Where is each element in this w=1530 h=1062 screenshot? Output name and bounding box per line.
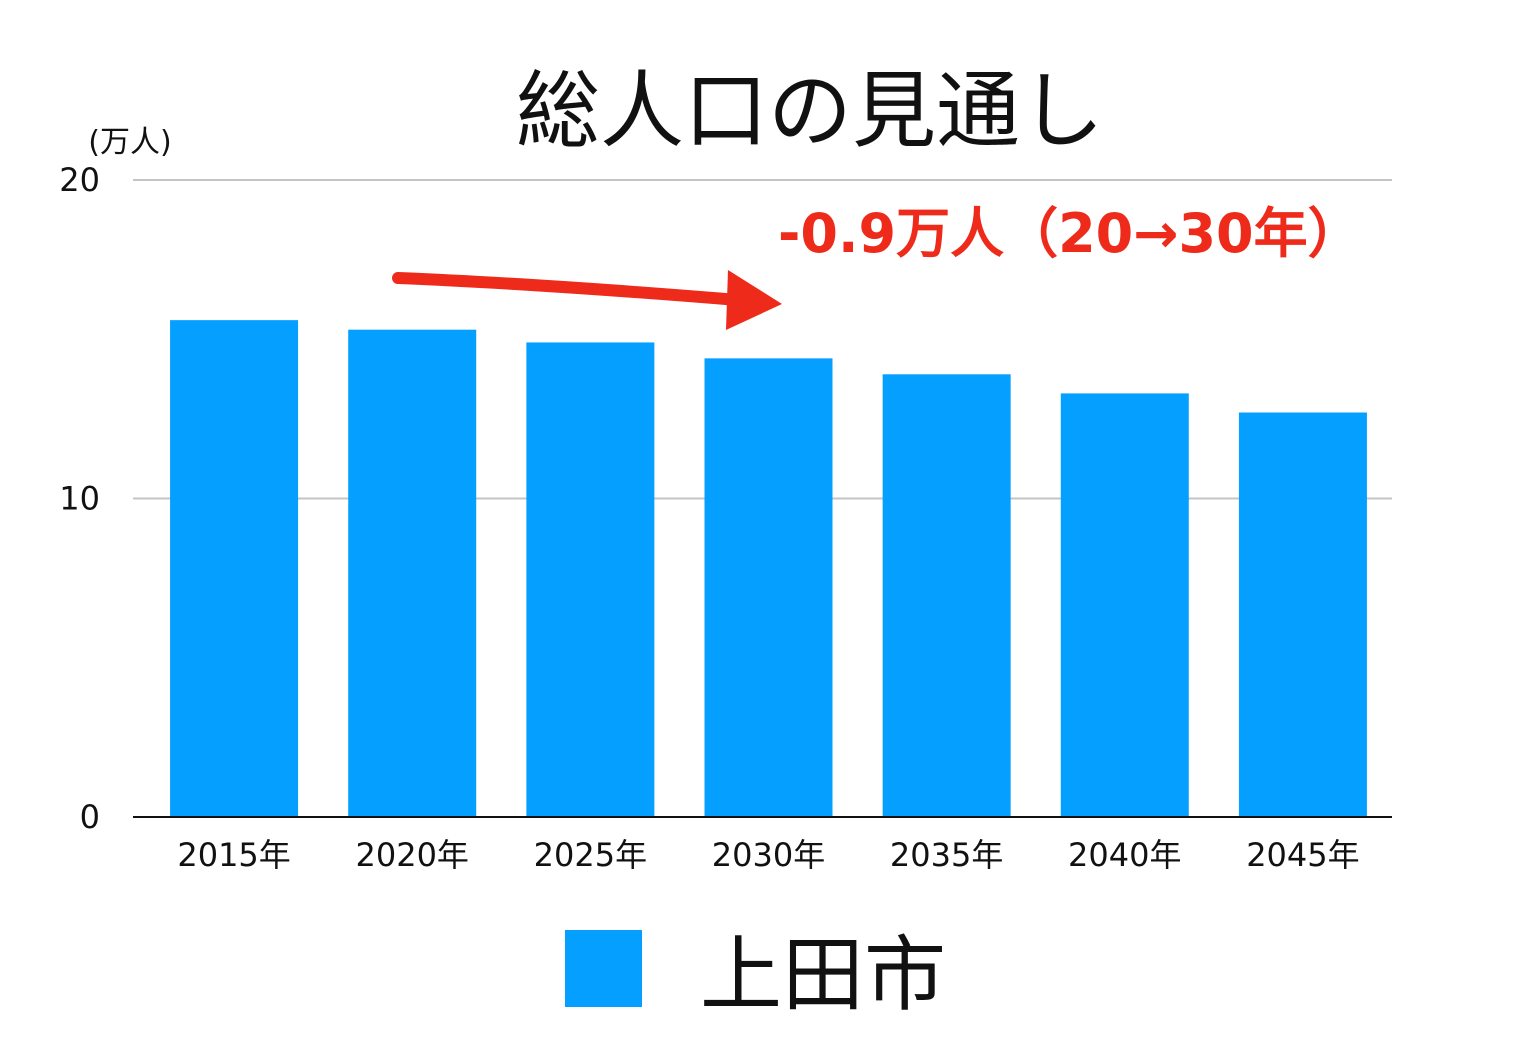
bars (170, 320, 1367, 817)
y-tick-label: 20 (59, 161, 100, 199)
y-tick-label: 0 (80, 798, 100, 836)
y-axis-unit-label: (万人) (88, 125, 171, 160)
bar-2020年 (348, 329, 477, 817)
bar-2015年 (170, 320, 299, 817)
trend-arrow-head (726, 270, 782, 330)
bar-2025年 (526, 342, 655, 817)
x-tick-label: 2040年 (1068, 836, 1181, 874)
bar-2035年 (882, 374, 1011, 817)
trend-arrow-shaft (392, 272, 744, 306)
legend-label: 上田市 (700, 928, 946, 1023)
x-tick-label: 2035年 (890, 836, 1003, 874)
bar-2040年 (1060, 393, 1189, 817)
x-axis-ticks: 2015年 2020年 2025年 2030年 2035年 2040年 2045年 (177, 836, 1359, 874)
legend-swatch (565, 930, 642, 1007)
y-tick-label: 10 (59, 480, 100, 518)
x-tick-label: 2025年 (534, 836, 647, 874)
bar-2045年 (1238, 412, 1367, 817)
trend-arrow (392, 270, 782, 330)
x-tick-label: 2045年 (1246, 836, 1359, 874)
x-tick-label: 2030年 (712, 836, 825, 874)
x-tick-label: 2020年 (355, 836, 468, 874)
change-annotation: -0.9万人（20→30年） (778, 202, 1362, 265)
y-axis-ticks: 0 10 20 (59, 161, 100, 836)
chart-title: 総人口の見通し (516, 62, 1104, 160)
bar-2030年 (704, 358, 833, 817)
x-tick-label: 2015年 (177, 836, 290, 874)
